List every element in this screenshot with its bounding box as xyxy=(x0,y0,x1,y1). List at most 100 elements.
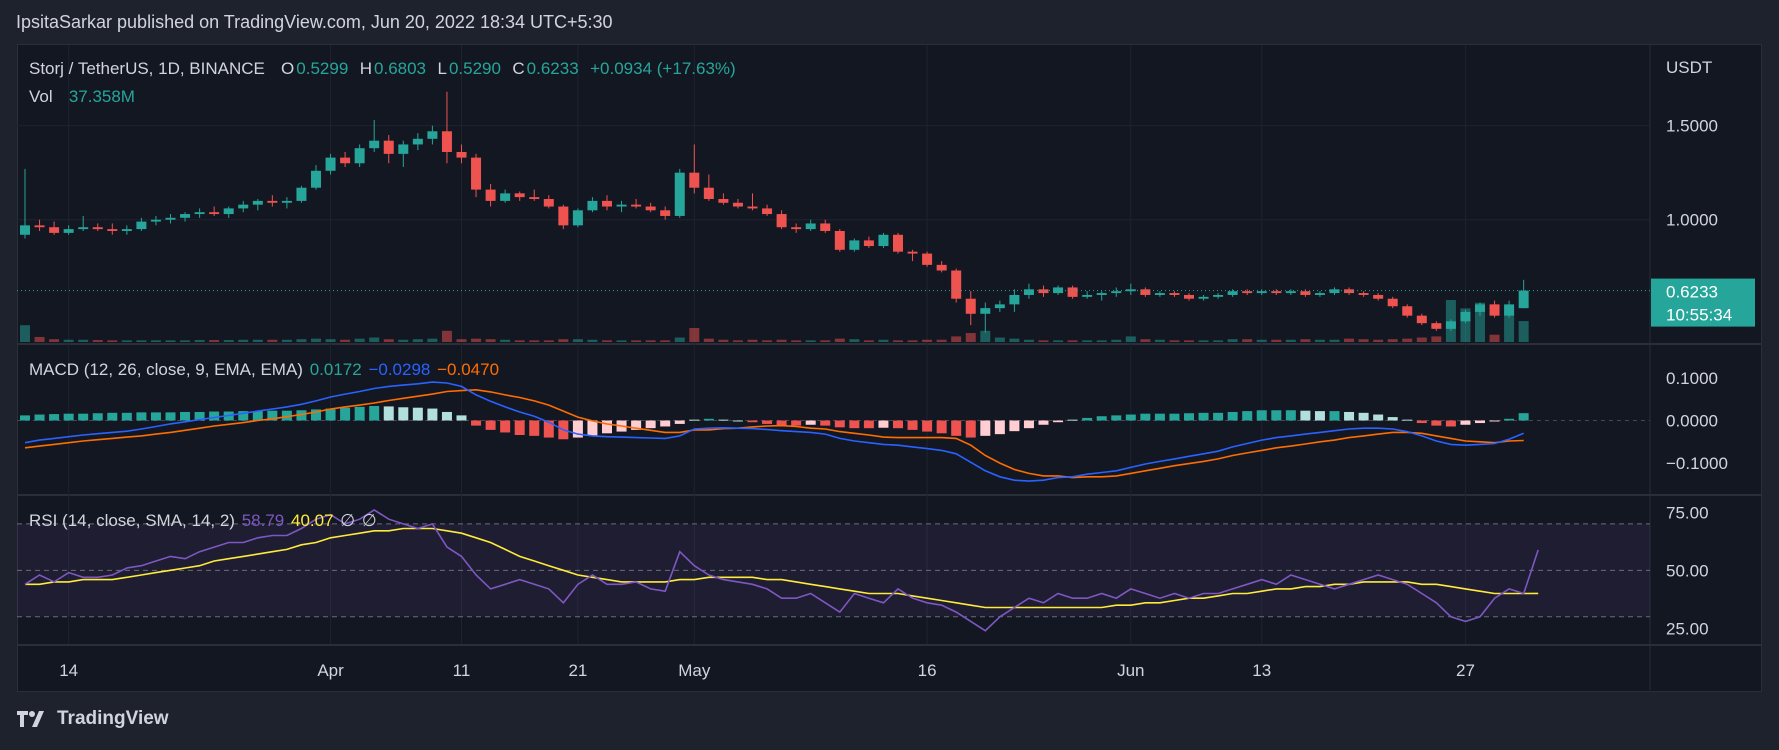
rsi-sma-line xyxy=(25,527,1539,609)
macd-histogram-bar xyxy=(441,411,452,421)
candle xyxy=(340,157,351,164)
macd-histogram-bar xyxy=(1038,420,1049,425)
candle xyxy=(209,212,220,215)
footer-brand-name: TradingView xyxy=(57,708,169,729)
volume-bar xyxy=(674,337,685,342)
candle xyxy=(369,140,380,149)
candle xyxy=(296,187,307,201)
tradingview-logo-icon xyxy=(17,711,44,727)
volume-bar xyxy=(354,338,365,342)
volume-bar xyxy=(965,333,976,342)
publish-info: IpsitaSarkar published on TradingView.co… xyxy=(16,12,613,32)
candle xyxy=(893,234,903,252)
macd-histogram-bar xyxy=(1242,411,1253,421)
macd-axis-tick: 0.0000 xyxy=(1666,412,1718,431)
volume-bar xyxy=(718,339,729,342)
volume-bar xyxy=(456,339,467,342)
macd-histogram-bar xyxy=(92,413,103,421)
rsi-empty-1: ∅ xyxy=(340,511,356,530)
macd-label[interactable]: MACD (12, 26, close, 9, EMA, EMA) xyxy=(29,360,303,379)
macd-histogram-bar xyxy=(572,420,583,438)
open-value: 0.5299 xyxy=(296,59,349,78)
volume-bar xyxy=(1387,339,1398,342)
candle xyxy=(1067,287,1078,297)
macd-histogram-bar xyxy=(369,406,380,421)
volume-bar xyxy=(136,340,147,342)
volume-bar xyxy=(49,339,60,342)
volume-bar xyxy=(893,340,903,342)
footer-brand[interactable]: TradingView xyxy=(17,708,169,730)
macd-histogram-bar xyxy=(398,407,409,421)
volume-bar xyxy=(1329,339,1340,342)
macd-histogram-bar xyxy=(78,413,89,421)
time-axis-tick: 13 xyxy=(1252,661,1271,680)
volume-bar xyxy=(1082,340,1093,342)
change-value: +0.0934 (+17.63%) xyxy=(590,59,736,78)
volume-bar xyxy=(485,339,496,342)
volume-bar xyxy=(602,340,612,342)
macd-histogram-bar xyxy=(1198,412,1209,421)
volume-bar xyxy=(78,339,89,342)
volume-bar xyxy=(471,338,482,342)
volume-bar xyxy=(1504,311,1515,342)
candle xyxy=(922,253,933,265)
macd-histogram-bar xyxy=(311,409,321,421)
volume-bar xyxy=(936,339,947,342)
volume-bar xyxy=(1358,339,1369,342)
candle xyxy=(1023,289,1034,295)
chart-frame[interactable] xyxy=(17,44,1762,692)
volume-bar xyxy=(1475,302,1485,342)
macd-histogram-bar xyxy=(165,412,176,421)
volume-bar xyxy=(500,339,511,342)
macd-histogram-bar xyxy=(296,410,307,421)
macd-histogram-bar xyxy=(1184,413,1194,421)
volume-bar xyxy=(1169,340,1180,342)
high-value: 0.6803 xyxy=(374,59,427,78)
vol-label[interactable]: Vol xyxy=(29,87,53,106)
volume-bar xyxy=(514,340,525,342)
time-axis-tick: 21 xyxy=(568,661,587,680)
volume-bar xyxy=(631,340,642,342)
volume-bar xyxy=(791,340,802,342)
rsi-label[interactable]: RSI (14, close, SMA, 14, 2) xyxy=(29,511,235,530)
candle xyxy=(1344,289,1355,294)
high-label: H xyxy=(359,59,373,78)
volume-bar xyxy=(209,340,220,342)
time-axis-tick: Apr xyxy=(317,661,344,680)
macd-histogram-bar xyxy=(1358,412,1369,421)
macd-histogram-bar xyxy=(1431,420,1442,426)
candle xyxy=(732,202,743,207)
volume-bar xyxy=(994,337,1005,342)
volume-bar xyxy=(1067,340,1078,342)
candle xyxy=(1009,294,1020,305)
volume-bar xyxy=(747,339,758,342)
volume-bar xyxy=(1125,336,1136,342)
open-label: O xyxy=(281,59,295,78)
macd-histogram-bar xyxy=(136,412,147,421)
candle xyxy=(1431,323,1442,329)
candle xyxy=(1140,289,1151,295)
volume-bar xyxy=(1154,339,1165,342)
volume-bar xyxy=(529,340,540,342)
macd-histogram-bar xyxy=(514,420,525,435)
candle xyxy=(1213,294,1224,297)
candle xyxy=(180,214,191,218)
macd-histogram-bar xyxy=(20,415,30,421)
macd-histogram-bar xyxy=(1053,420,1064,423)
macd-histogram-bar xyxy=(907,420,918,430)
macd-histogram-bar xyxy=(1445,420,1456,427)
macd-histogram-bar xyxy=(703,418,714,421)
macd-histogram-bar xyxy=(1082,417,1093,421)
macd-histogram-bar xyxy=(456,415,467,421)
candle xyxy=(1285,291,1296,294)
price-axis-tick: 1.5000 xyxy=(1666,117,1718,136)
candle xyxy=(718,199,729,203)
candle xyxy=(587,200,598,211)
macd-histogram-bar xyxy=(660,420,671,427)
volume-bar xyxy=(121,340,132,342)
last-price-badge xyxy=(1651,278,1755,327)
symbol-label[interactable]: Storj / TetherUS, 1D, BINANCE xyxy=(29,59,265,78)
candle xyxy=(1111,291,1122,294)
